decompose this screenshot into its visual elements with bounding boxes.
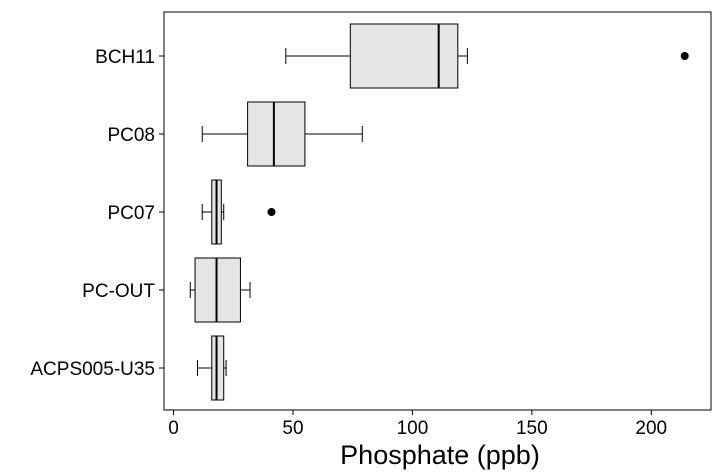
box-pc08 [247, 101, 306, 167]
y-tick-label-bch11: BCH11 [95, 47, 155, 68]
box-pc-out [194, 257, 241, 323]
y-tick-label-pc-out: PC-OUT [82, 281, 155, 302]
y-tick-label-pc08: PC08 [107, 125, 155, 146]
outlier-point-pc07-0 [267, 208, 276, 216]
y-tick-label-acps005-u35: ACPS005-U35 [30, 359, 155, 380]
x-tick-label-200: 200 [635, 418, 667, 439]
x-tick-label-0: 0 [168, 418, 179, 439]
box-acps005-u35 [211, 335, 225, 401]
y-tick-label-pc07: PC07 [107, 203, 155, 224]
x-tick-label-50: 50 [282, 418, 303, 439]
x-tick-label-150: 150 [516, 418, 548, 439]
x-tick-label-100: 100 [397, 418, 429, 439]
outlier-point-bch11-0 [680, 52, 689, 60]
x-axis-title: Phosphate (ppb) [340, 440, 540, 470]
box-bch11 [349, 23, 459, 89]
